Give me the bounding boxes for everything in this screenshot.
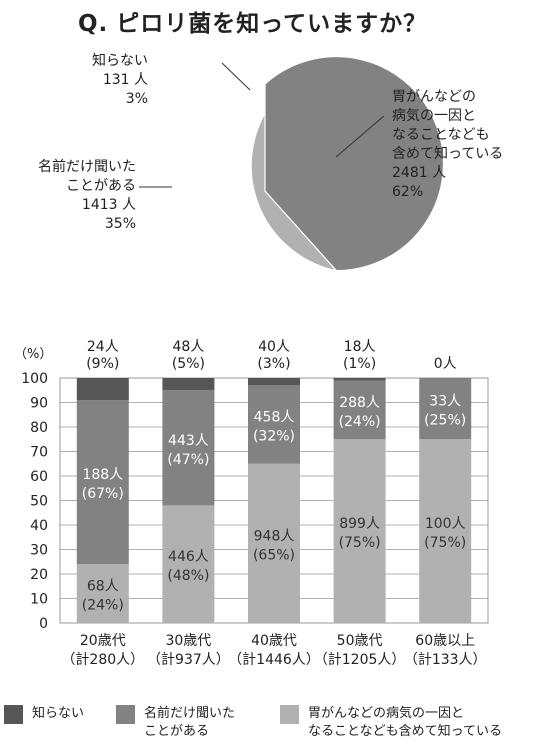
title-q: Q.: [78, 11, 109, 37]
legend-label: ことがある: [144, 724, 210, 739]
pie-label-line: 胃がんなどの: [392, 89, 476, 105]
data-label: (65%): [253, 547, 295, 563]
pie-label-line: 病気の一因と: [392, 108, 476, 124]
y-tick-label: 60: [30, 469, 48, 485]
pie-label-line: なることなども: [392, 127, 490, 143]
pie-chart: [139, 56, 445, 272]
data-label: (75%): [339, 535, 381, 551]
y-tick-label: 70: [30, 445, 48, 461]
data-label: 446人: [168, 549, 209, 565]
leader-unknown: [221, 62, 251, 91]
leader-knows: [335, 115, 385, 158]
data-label: (9%): [86, 356, 119, 372]
y-tick-label: 30: [30, 543, 48, 559]
bar-segment: [248, 463, 300, 623]
bar-segment: [248, 378, 300, 386]
page-title: Q. ピロリ菌を知っていますか？: [78, 4, 427, 38]
x-tick-label: （計280人）: [61, 652, 144, 668]
legend-label: 胃がんなどの病気の一因と: [308, 706, 465, 721]
legend-label: なることなども含めて知っている: [308, 724, 502, 739]
x-tick-label: 20歳代: [80, 633, 126, 649]
y-axis-label: （%）: [14, 347, 52, 362]
legend-swatch: [280, 705, 299, 724]
legend-swatch: [116, 705, 135, 724]
data-label: (75%): [424, 535, 466, 551]
pie-label-line: 2481 人: [392, 165, 447, 181]
title-text: ピロリ菌を知っていますか？: [116, 11, 428, 37]
bar-segment: [76, 564, 129, 623]
y-tick-label: 100: [21, 371, 48, 387]
bar-segment: [162, 390, 215, 506]
legend-label: 知らない: [32, 706, 85, 721]
data-label: 24人: [87, 339, 119, 355]
pie-label-line: 3%: [125, 91, 148, 107]
data-label: 948人: [254, 528, 295, 544]
bar-segment: [76, 378, 129, 401]
data-label: 18人: [344, 339, 376, 355]
data-label: (48%): [167, 568, 209, 584]
legend-label: 名前だけ聞いた: [144, 706, 236, 721]
pie-label-line: 含めて知っている: [392, 146, 504, 162]
x-tick-label: 60歳以上: [415, 633, 475, 649]
data-label: (47%): [167, 452, 209, 468]
pie-label-line: 62%: [392, 184, 424, 200]
data-label: 899人: [339, 516, 380, 532]
x-tick-label: 50歳代: [337, 633, 383, 649]
bar-segment: [162, 378, 215, 391]
pie-label-line: 35%: [104, 216, 136, 232]
bar-segment: [419, 439, 472, 623]
pie-label-heard: 名前だけ聞いた ことがある 1413 人 35%: [8, 158, 136, 234]
data-label: (67%): [82, 486, 124, 502]
data-label: (5%): [172, 356, 205, 372]
bar-segment: [333, 380, 386, 440]
bar-segment: [76, 400, 129, 565]
data-label: (24%): [82, 598, 124, 614]
x-tick-label: 40歳代: [251, 633, 297, 649]
pie-label-line: 1413 人: [81, 197, 136, 213]
data-label: 288人: [339, 395, 380, 411]
y-tick-label: 90: [30, 396, 48, 412]
y-tick-label: 10: [30, 592, 48, 608]
data-label: (3%): [257, 356, 290, 372]
x-tick-label: （計1205人）: [314, 652, 406, 668]
pie-label-knows: 胃がんなどの 病気の一因と なることなども 含めて知っている 2481 人 62…: [392, 88, 503, 202]
data-label: 68人: [87, 579, 119, 595]
x-tick-label: 30歳代: [165, 633, 211, 649]
data-label: 33人: [429, 394, 461, 410]
data-label: 0人: [434, 356, 457, 372]
stacked-bar-chart: 0 10 20 30 40 50 60 70 80 90 100 （%） 68人 (24%) 188人 (67…: [14, 339, 489, 668]
x-tick-label: （計937人）: [147, 652, 230, 668]
y-tick-label: 20: [30, 567, 48, 583]
legend-swatch: [4, 705, 23, 724]
pie-slice-knows: [264, 56, 445, 272]
data-label: 48人: [172, 339, 204, 355]
x-tick-label: （計1446人）: [228, 652, 320, 668]
data-label: (25%): [424, 413, 466, 429]
y-tick-label: 50: [30, 494, 48, 510]
x-tick-label: （計133人）: [404, 652, 487, 668]
pie-label-unknown: 知らない 131 人 3%: [92, 52, 148, 109]
pie-label-line: 131 人: [102, 72, 148, 88]
y-tick-label: 0: [39, 616, 48, 632]
y-tick-label: 40: [30, 518, 48, 534]
data-label: 188人: [82, 467, 123, 483]
data-label: 458人: [254, 410, 295, 426]
data-label: (24%): [339, 414, 381, 430]
bar-segment: [248, 385, 300, 464]
y-tick-label: 80: [30, 420, 48, 436]
data-label: 100人: [425, 516, 466, 532]
data-label: 443人: [168, 433, 209, 449]
pie-label-line: 名前だけ聞いた: [38, 159, 136, 175]
data-label: 40人: [258, 339, 290, 355]
bar-segment: [162, 505, 215, 623]
bar-segment: [419, 378, 472, 440]
bar-segment: [333, 439, 386, 623]
data-label: (1%): [343, 356, 376, 372]
bar-segment: [333, 378, 386, 381]
data-label: (32%): [253, 429, 295, 445]
pie-label-line: 知らない: [92, 53, 148, 69]
pie-label-line: ことがある: [66, 178, 136, 194]
